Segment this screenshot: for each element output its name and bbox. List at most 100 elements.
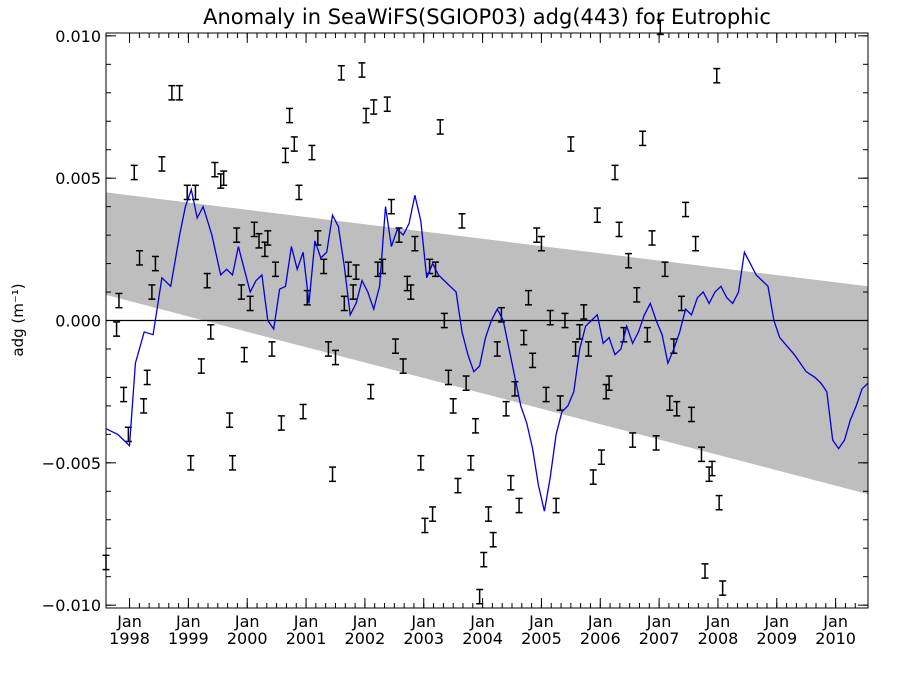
error-bar (407, 284, 415, 300)
error-bar (605, 375, 613, 391)
error-bar (299, 403, 307, 420)
error-bar (187, 454, 195, 471)
error-bar (367, 383, 375, 400)
error-bar (197, 358, 205, 374)
confidence-band (106, 192, 868, 495)
error-bar (362, 107, 370, 124)
error-bar (277, 415, 285, 431)
error-bar (320, 258, 328, 275)
x-tick-year: 2007 (639, 629, 680, 648)
error-bar (615, 221, 623, 238)
error-bar (286, 107, 294, 124)
error-bar (340, 295, 348, 312)
error-bar (708, 460, 716, 477)
error-bar (168, 84, 176, 101)
error-bar (589, 469, 597, 485)
error-bar (314, 230, 322, 246)
error-bar (429, 506, 437, 522)
error-bar (136, 250, 144, 266)
error-bar (629, 432, 637, 448)
error-bar (493, 341, 501, 357)
error-bar (454, 477, 462, 494)
error-bar (329, 466, 337, 483)
error-bar (387, 198, 395, 215)
error-bar (237, 284, 245, 300)
error-bar (308, 144, 316, 161)
chart-title: Anomaly in SeaWiFS(SGIOP03) adg(443) for… (203, 5, 771, 29)
error-bar (203, 272, 211, 289)
error-bar (507, 474, 515, 491)
error-bar (148, 284, 156, 300)
error-bar (666, 395, 674, 411)
error-bar (226, 412, 234, 428)
error-bar (295, 184, 303, 201)
x-tick-year: 1999 (168, 629, 209, 648)
error-bar (567, 136, 575, 152)
error-bar (458, 213, 466, 229)
error-bar (358, 62, 366, 78)
error-bar (220, 170, 228, 187)
error-bar (337, 64, 345, 81)
error-bar (240, 346, 248, 363)
error-bar (290, 136, 298, 152)
error-bar (561, 312, 569, 329)
x-tick-year: 2008 (698, 629, 739, 648)
error-bar (281, 147, 289, 164)
error-bar (476, 588, 484, 605)
error-bar (682, 201, 690, 218)
error-bar (643, 326, 651, 343)
error-bar (140, 398, 148, 414)
error-bar (597, 449, 605, 465)
error-bar (324, 341, 332, 357)
x-tick-label: Jan (763, 612, 789, 631)
x-tick-label: Jan (410, 612, 436, 631)
error-bar (130, 164, 138, 181)
error-bar (233, 227, 241, 243)
error-bar (546, 309, 554, 326)
x-tick-label: Jan (116, 612, 142, 631)
error-bar (211, 161, 219, 178)
x-tick-label: Jan (705, 612, 731, 631)
error-bar (484, 506, 492, 522)
error-bar (143, 369, 151, 386)
error-bar (520, 329, 528, 346)
x-tick-year: 2003 (403, 629, 444, 648)
error-bar (268, 341, 276, 357)
x-tick-year: 1998 (109, 629, 150, 648)
x-tick-year: 2004 (462, 629, 503, 648)
y-axis-label: adg (m⁻¹) (9, 283, 27, 356)
error-bar (472, 417, 480, 434)
x-tick-label: Jan (175, 612, 201, 631)
error-bar (417, 454, 425, 471)
error-bar (207, 324, 215, 340)
x-tick-year: 2006 (580, 629, 621, 648)
error-bar (673, 400, 681, 417)
error-bar (462, 375, 470, 391)
error-bar (383, 96, 391, 113)
error-bar (661, 261, 669, 278)
error-bar (611, 164, 619, 181)
error-bar (255, 232, 263, 249)
error-bar (176, 84, 184, 101)
x-tick-year: 2009 (756, 629, 797, 648)
error-bar (421, 517, 429, 534)
error-bar (692, 235, 700, 252)
error-bar (537, 235, 545, 252)
x-tick-label: Jan (234, 612, 260, 631)
x-tick-year: 2002 (345, 629, 386, 648)
error-bar (392, 338, 400, 354)
error-bar (436, 119, 444, 135)
y-tick-label: −0.010 (42, 596, 101, 615)
anomaly-line (105, 187, 869, 512)
x-tick-label: Jan (293, 612, 319, 631)
confidence-band-layer (106, 192, 868, 495)
error-bar (250, 221, 258, 238)
error-bar (151, 255, 159, 272)
error-bar (489, 531, 497, 548)
x-tick-year: 2001 (286, 629, 327, 648)
error-bar (352, 264, 360, 280)
error-bar (115, 292, 123, 309)
error-bar (467, 454, 475, 471)
x-tick-year: 2005 (521, 629, 562, 648)
